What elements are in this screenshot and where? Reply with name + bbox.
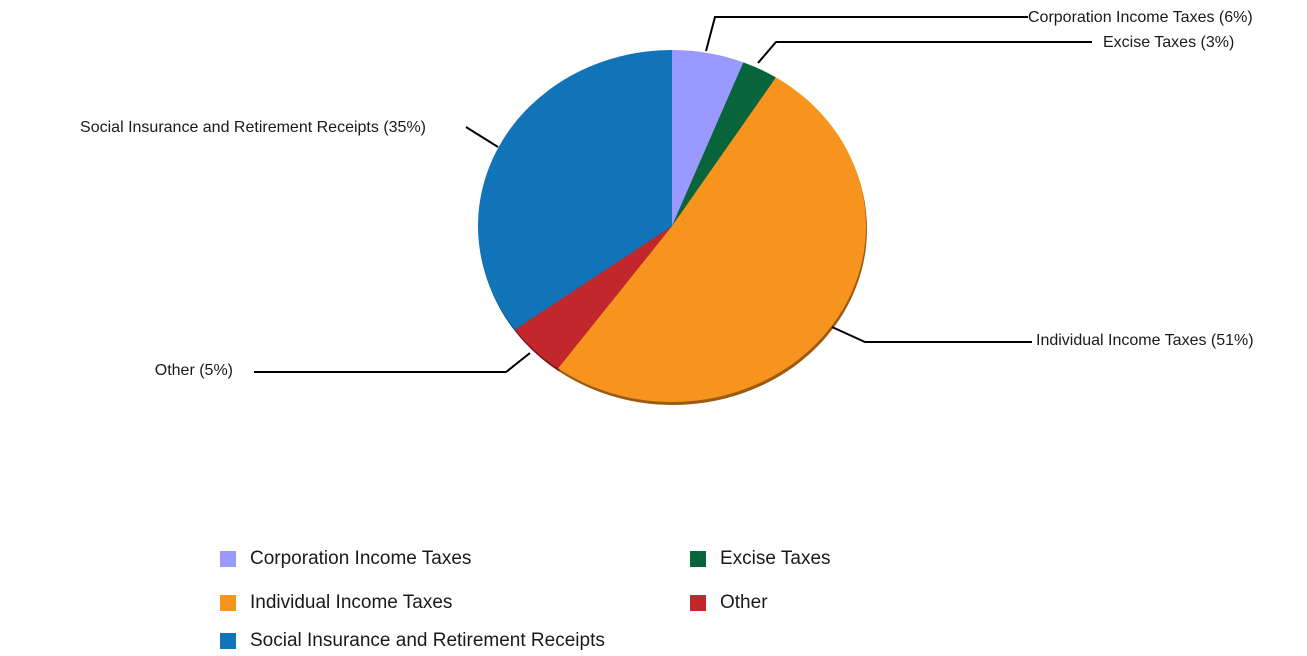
legend-label: Social Insurance and Retirement Receipts	[250, 630, 605, 651]
legend-label: Individual Income Taxes	[250, 592, 453, 613]
legend-item-social-insurance-and-retirement-receipts[interactable]: Social Insurance and Retirement Receipts	[220, 630, 605, 651]
legend-item-corporation-income-taxes[interactable]: Corporation Income Taxes	[220, 548, 472, 569]
legend-swatch-social-insurance-and-retirement-receipts	[220, 633, 236, 649]
leader-line-other	[254, 352, 531, 373]
slice-label-corporation-income-taxes: Corporation Income Taxes (6%)	[1028, 9, 1253, 26]
legend-label: Corporation Income Taxes	[250, 548, 472, 569]
legend-label: Other	[720, 592, 768, 613]
leader-line-corporation-income-taxes	[705, 16, 1028, 52]
pie-slices	[478, 50, 867, 403]
pie-slice-social-insurance-and-retirement-receipts[interactable]	[478, 50, 672, 330]
leader-lines	[254, 16, 1092, 373]
pie-slice-other[interactable]	[515, 226, 672, 369]
legend-item-excise-taxes[interactable]: Excise Taxes	[690, 548, 831, 569]
pie-slice-excise-taxes[interactable]	[672, 62, 776, 226]
slice-label-individual-income-taxes: Individual Income Taxes (51%)	[1036, 332, 1254, 349]
pie-slice-individual-income-taxes[interactable]	[557, 77, 867, 403]
leader-line-individual-income-taxes	[831, 326, 1032, 343]
pie-slice-corporation-income-taxes[interactable]	[672, 50, 744, 226]
legend-item-other[interactable]: Other	[690, 592, 768, 613]
legend-swatch-excise-taxes	[690, 551, 706, 567]
legend-swatch-individual-income-taxes	[220, 595, 236, 611]
legend-swatch-corporation-income-taxes	[220, 551, 236, 567]
slice-labels: Corporation Income Taxes (6%) Excise Taxe…	[80, 9, 1254, 379]
legend-label: Excise Taxes	[720, 548, 831, 569]
legend-item-individual-income-taxes[interactable]: Individual Income Taxes	[220, 592, 453, 613]
legend-swatch-other	[690, 595, 706, 611]
slice-label-other: Other (5%)	[155, 362, 233, 379]
leader-line-social-insurance-and-retirement-receipts	[465, 126, 499, 148]
slice-label-social-insurance-and-retirement-receipts: Social Insurance and Retirement Receipts…	[80, 119, 426, 136]
leader-line-excise-taxes	[757, 41, 1092, 64]
slice-label-excise-taxes: Excise Taxes (3%)	[1103, 34, 1234, 51]
